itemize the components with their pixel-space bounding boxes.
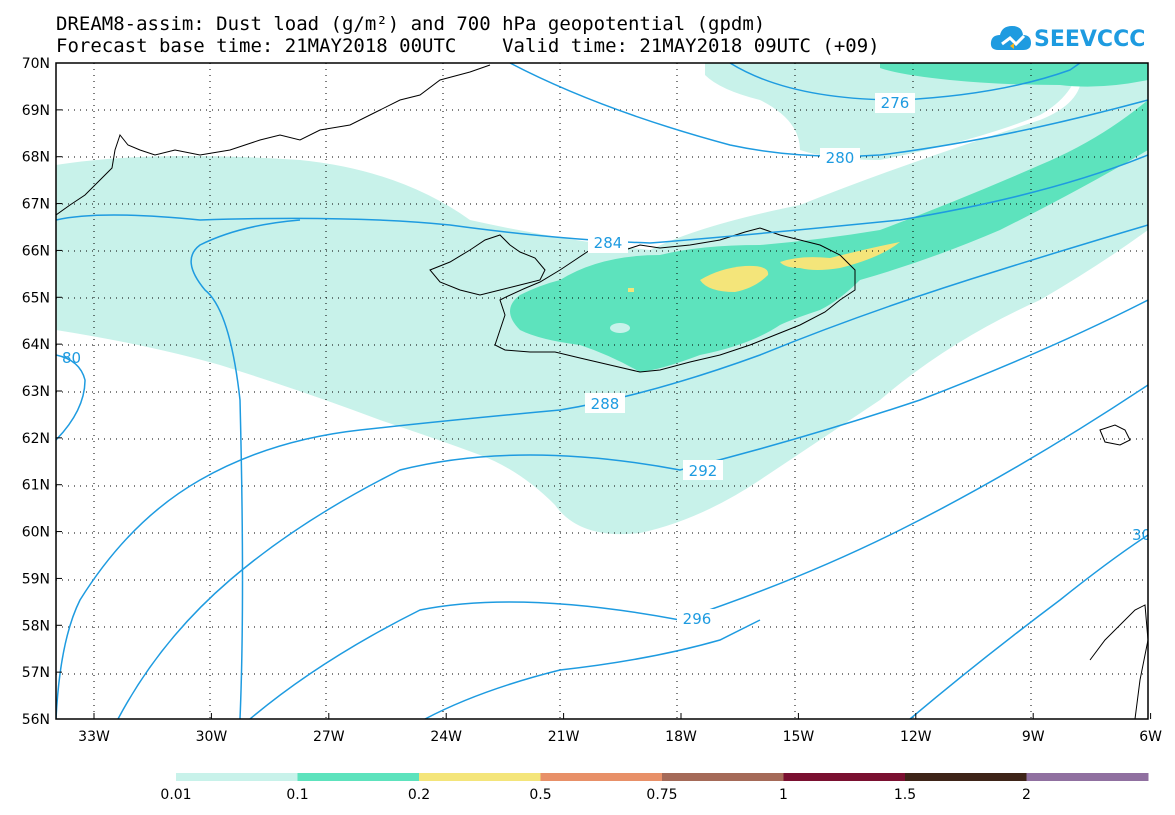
dust-area-02-west: [700, 265, 769, 292]
contour-300: [424, 619, 761, 719]
legend-label: 1.5: [893, 787, 917, 803]
cloud-icon: [990, 26, 1031, 50]
dust-area-01-north: [880, 63, 1148, 87]
graticule: [56, 63, 1148, 719]
lon-label: 24W: [430, 729, 462, 745]
legend-label: 2: [1022, 787, 1031, 803]
lat-label: 66N: [22, 243, 50, 259]
lon-label: 9W: [1022, 729, 1045, 745]
latitude-labels: 70N 69N 68N 67N 66N 65N 64N 63N 62N 61N 60N 59N 58N 5…: [22, 56, 62, 728]
legend-swatch: [783, 773, 906, 781]
lat-label: 60N: [22, 525, 50, 541]
lat-label: 63N: [22, 384, 50, 400]
legend-swatch: [540, 773, 663, 781]
map-title-line2: Forecast base time: 21MAY2018 00UTC Vali…: [56, 35, 880, 57]
lat-label: 68N: [22, 150, 50, 166]
coastlines: [56, 64, 1148, 719]
lat-label: 70N: [22, 56, 50, 72]
iceland-westfjords: [429, 234, 546, 296]
lat-label: 61N: [22, 478, 50, 494]
lon-label: 27W: [313, 729, 345, 745]
logo-text: SEEVCCC: [1034, 27, 1146, 52]
lon-label: 12W: [900, 729, 932, 745]
contour-292: [117, 299, 1148, 719]
legend-label: 0.1: [286, 787, 309, 803]
map-title-line1: DREAM8-assim: Dust load (g/m²) and 700 h…: [56, 13, 766, 35]
dust-legend-bar: [176, 773, 1149, 781]
lon-label: 15W: [783, 729, 815, 745]
contour-label-276: 276: [881, 94, 910, 112]
lat-label: 57N: [22, 665, 50, 681]
iceland-coast: [494, 227, 856, 373]
lon-label: 33W: [78, 729, 110, 745]
contour-284-loop: [190, 219, 301, 719]
lat-label: 67N: [22, 197, 50, 213]
contour-80-fragment: [56, 354, 86, 441]
legend-label: 0.2: [407, 787, 431, 803]
legend-swatch: [297, 773, 420, 781]
lon-label: 30W: [196, 729, 228, 745]
lat-label: 62N: [22, 431, 50, 447]
lat-label: 56N: [22, 712, 50, 728]
legend-swatch: [905, 773, 1027, 781]
legend-label: 1: [779, 787, 788, 803]
lon-label: 21W: [548, 729, 580, 745]
contour-label-284: 284: [594, 234, 623, 252]
contour-label-288: 288: [591, 395, 620, 413]
lon-label: 6W: [1139, 729, 1162, 745]
legend-swatch: [1026, 773, 1149, 781]
contour-label-300: 30: [1132, 526, 1151, 544]
dust-area-02-east: [780, 242, 900, 270]
lat-label: 65N: [22, 290, 50, 306]
lat-label: 69N: [22, 103, 50, 119]
seevccc-logo: SEEVCCC: [990, 22, 1160, 58]
longitude-labels: 33W 30W 27W 24W 21W 18W 15W 12W 9W 6W: [78, 713, 1162, 745]
legend-swatch: [419, 773, 541, 781]
legend-swatch: [176, 773, 298, 781]
lon-label: 18W: [665, 729, 697, 745]
lat-label: 59N: [22, 571, 50, 587]
contour-280: [509, 63, 1148, 157]
contour-288: [56, 224, 1148, 719]
greenland-coast: [56, 64, 491, 216]
legend-label: 0.01: [160, 787, 192, 803]
contour-284: [56, 154, 1148, 244]
contour-label-80: 80: [62, 349, 81, 367]
contour-label-280: 280: [826, 149, 855, 167]
legend-swatch: [662, 773, 784, 781]
faroe-coast: [1099, 424, 1131, 446]
geopotential-contours: [56, 63, 1148, 719]
map-fields: 276 280 284 288 292 296 80 30: [56, 63, 1151, 719]
legend-label: 0.5: [529, 787, 552, 803]
dust-area-01: [510, 100, 1148, 372]
lat-label: 64N: [22, 337, 50, 353]
contour-300-east: [909, 534, 1148, 719]
lat-label: 58N: [22, 618, 50, 634]
legend-label: 0.75: [646, 787, 678, 803]
contour-label-292: 292: [689, 462, 718, 480]
contour-label-296: 296: [683, 610, 712, 628]
scotland-coast: [1089, 604, 1148, 719]
